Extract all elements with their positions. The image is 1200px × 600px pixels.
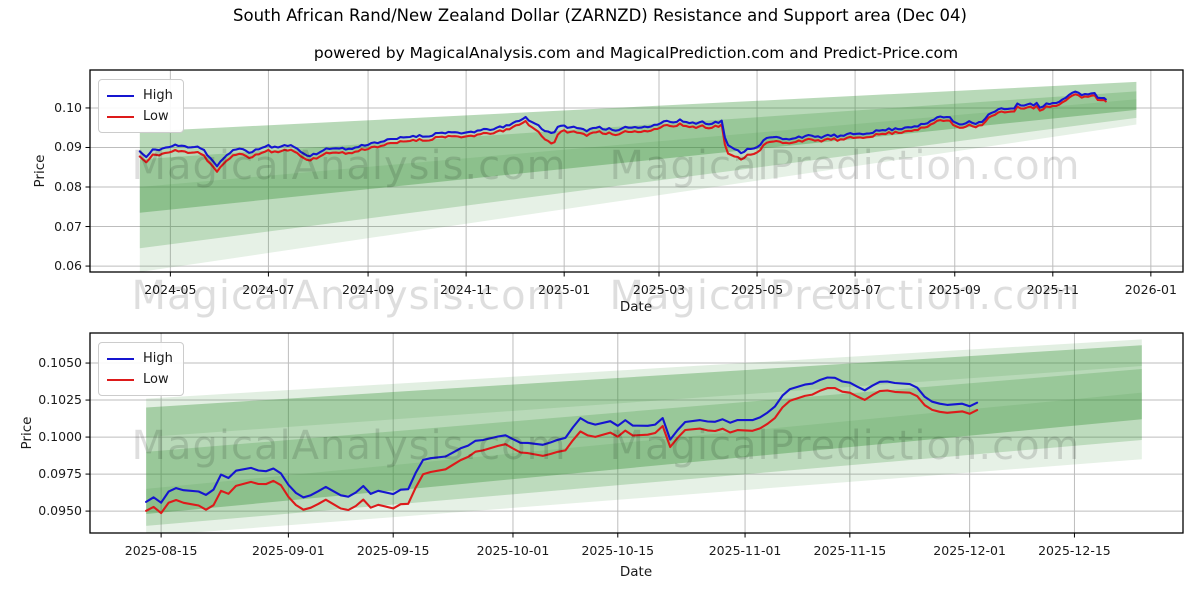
y-tick-label: 0.1050 (38, 355, 82, 371)
y-tick-label: 0.08 (54, 179, 82, 194)
figure-subtitle: powered by MagicalAnalysis.com and Magic… (313, 44, 959, 62)
legend-label-low: Low (143, 372, 169, 387)
bottom-x-axis-label: Date (619, 564, 653, 580)
x-tick-label: 2025-11-15 (813, 543, 887, 558)
support-resistance-bands (146, 339, 1142, 533)
x-tick-label: 2025-09-15 (356, 543, 430, 558)
x-tick-label: 2025-10-15 (581, 543, 655, 558)
y-tick-label: 0.0950 (38, 503, 82, 519)
price-lines (145, 376, 979, 515)
x-tick-label: 2025-08-15 (124, 543, 198, 558)
legend-item-low: Low (107, 106, 173, 127)
x-tick-label: 2026-01 (1124, 282, 1177, 297)
x-tick-label: 2025-01 (538, 282, 591, 297)
top-x-axis-label: Date (619, 299, 653, 315)
x-tick-label: 2025-05 (730, 282, 784, 297)
legend-item-high: High (107, 348, 173, 369)
legend-item-high: High (107, 85, 173, 106)
low-line (138, 93, 1107, 173)
high-line (145, 376, 979, 504)
legend-label-low: Low (143, 109, 169, 124)
x-tick-label: 2025-03 (632, 282, 686, 297)
y-tick-label: 0.07 (54, 218, 82, 234)
y-tick-label: 0.1000 (38, 429, 82, 445)
support-resistance-bands (139, 81, 1137, 272)
legend-label-high: High (143, 88, 173, 103)
tick-marks (85, 362, 1075, 538)
gridlines (90, 333, 1183, 533)
low-line-swatch (107, 115, 134, 118)
legend-label-high: High (143, 351, 173, 366)
low-line (145, 387, 979, 515)
x-tick-label: 2025-10-01 (476, 543, 550, 558)
x-tick-label: 2025-09 (928, 282, 981, 297)
x-tick-label: 2024-05 (144, 282, 197, 297)
x-tick-label: 2025-12-01 (933, 543, 1006, 558)
y-tick-label: 0.0975 (38, 466, 82, 482)
top-legend: High Low (98, 79, 184, 133)
y-tick-label: 0.06 (54, 258, 82, 274)
x-tick-label: 2024-07 (242, 282, 295, 297)
y-tick-label: 0.1025 (38, 392, 82, 408)
legend-item-low: Low (107, 369, 173, 390)
price-lines (138, 90, 1107, 173)
x-tick-label: 2024-09 (341, 282, 395, 297)
gridlines (90, 70, 1183, 272)
low-line-swatch (107, 378, 134, 381)
high-line-swatch (107, 357, 134, 360)
x-tick-label: 2025-11-01 (708, 543, 782, 558)
high-line-swatch (107, 94, 134, 97)
axes-spine (89, 332, 1184, 534)
x-tick-label: 2024-11 (439, 282, 493, 297)
x-tick-label: 2025-09-01 (252, 543, 325, 558)
x-tick-label: 2025-11 (1026, 282, 1079, 297)
x-tick-label: 2025-12-15 (1038, 543, 1111, 558)
axes-spine (89, 69, 1184, 273)
figure-title: South African Rand/New Zealand Dollar (Z… (233, 6, 967, 25)
y-tick-label: 0.10 (54, 99, 82, 115)
bottom-legend: High Low (98, 342, 184, 396)
top-chart-plot-area (85, 69, 1184, 277)
high-line (138, 90, 1107, 168)
tick-marks (85, 107, 1152, 277)
x-tick-label: 2025-07 (828, 282, 882, 297)
bottom-chart-plot-area (85, 332, 1184, 538)
y-tick-label: 0.09 (54, 139, 82, 155)
